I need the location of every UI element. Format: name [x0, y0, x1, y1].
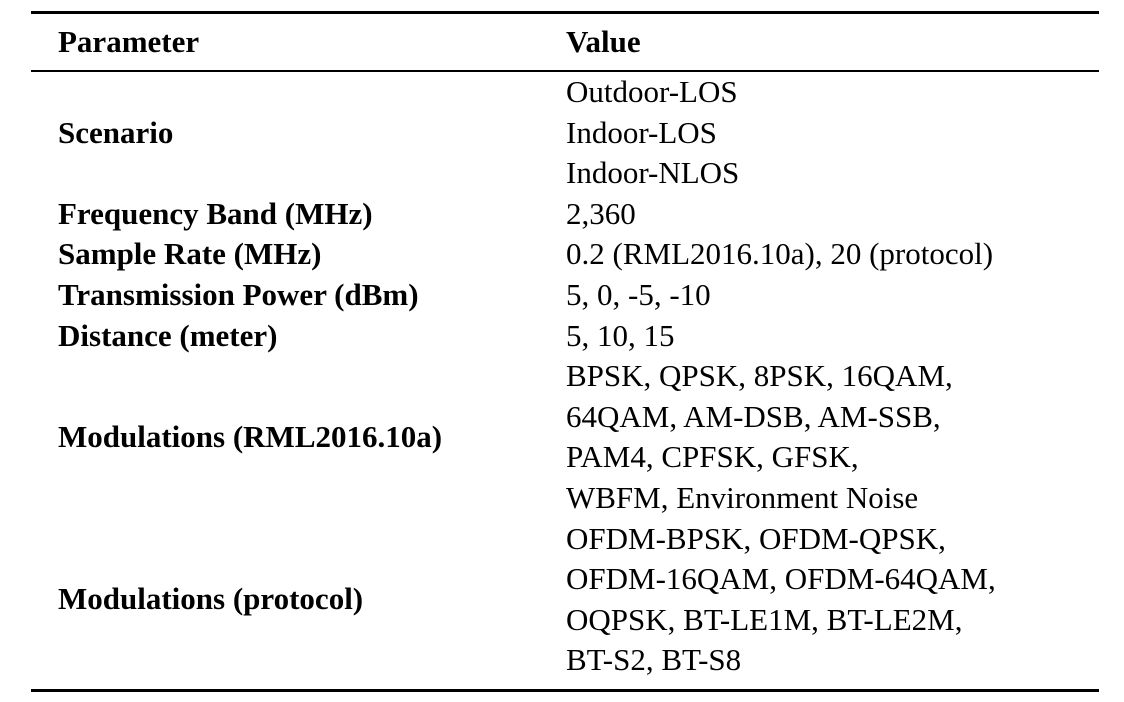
table-header-row: Parameter Value — [31, 14, 1099, 70]
row-value: BPSK, QPSK, 8PSK, 16QAM, 64QAM, AM-DSB, … — [566, 356, 1099, 518]
value-line: 5, 10, 15 — [566, 317, 675, 353]
value-line: Outdoor-LOS — [566, 74, 738, 109]
table-row-modulations-protocol: Modulations (protocol) OFDM-BPSK, OFDM-Q… — [31, 519, 1099, 681]
table-row-modulations-rml: Modulations (RML2016.10a) BPSK, QPSK, 8P… — [31, 356, 1099, 518]
table-row-transmission-power: Transmission Power (dBm) 5, 0, -5, -10 — [31, 275, 1099, 316]
row-value: 2,360 — [566, 194, 1099, 235]
row-parameter: Scenario — [58, 114, 174, 150]
row-parameter: Frequency Band (MHz) — [58, 195, 373, 231]
row-value: 5, 0, -5, -10 — [566, 275, 1099, 316]
value-line: OQPSK, BT-LE1M, BT-LE2M, — [566, 601, 963, 637]
row-value: Outdoor-LOS Indoor-LOS Indoor-NLOS — [566, 72, 1099, 194]
value-line: 2,360 — [566, 195, 636, 231]
table-header-rule — [31, 70, 1099, 72]
value-line: BPSK, QPSK, 8PSK, 16QAM, — [566, 358, 953, 394]
value-line: OFDM-BPSK, OFDM-QPSK, — [566, 520, 946, 556]
row-parameter: Distance (meter) — [58, 317, 278, 353]
table-row-distance: Distance (meter) 5, 10, 15 — [31, 316, 1099, 357]
row-parameter: Modulations (RML2016.10a) — [58, 419, 443, 455]
table-row-scenario: Scenario Outdoor-LOS Indoor-LOS Indoor-N… — [31, 72, 1099, 194]
value-line: 64QAM, AM-DSB, AM-SSB, — [566, 398, 941, 434]
row-value: 0.2 (RML2016.10a), 20 (protocol) — [566, 234, 1099, 275]
header-parameter: Parameter — [58, 23, 200, 59]
value-line: Indoor-LOS — [566, 114, 717, 150]
value-line: 5, 0, -5, -10 — [566, 276, 711, 312]
table-row-frequency-band: Frequency Band (MHz) 2,360 — [31, 194, 1099, 235]
table-row-sample-rate: Sample Rate (MHz) 0.2 (RML2016.10a), 20 … — [31, 234, 1099, 275]
row-value: OFDM-BPSK, OFDM-QPSK, OFDM-16QAM, OFDM-6… — [566, 519, 1099, 681]
table-top-rule — [31, 11, 1099, 14]
row-parameter: Sample Rate (MHz) — [58, 236, 322, 272]
row-parameter: Modulations (protocol) — [58, 581, 364, 617]
value-line: OFDM-16QAM, OFDM-64QAM, — [566, 561, 996, 597]
row-value: 5, 10, 15 — [566, 316, 1099, 357]
value-line: PAM4, CPFSK, GFSK, — [566, 439, 859, 475]
value-line: Indoor-NLOS — [566, 155, 740, 191]
value-line: 0.2 (RML2016.10a), 20 (protocol) — [566, 236, 994, 272]
value-line: WBFM, Environment Noise — [566, 479, 919, 515]
header-value: Value — [566, 23, 641, 59]
parameter-table: Parameter Value Scenario Outdoor-LOS Ind… — [31, 11, 1099, 692]
table-bottom-rule — [31, 688, 1099, 692]
value-line: BT-S2, BT-S8 — [566, 642, 742, 678]
row-parameter: Transmission Power (dBm) — [58, 276, 419, 312]
